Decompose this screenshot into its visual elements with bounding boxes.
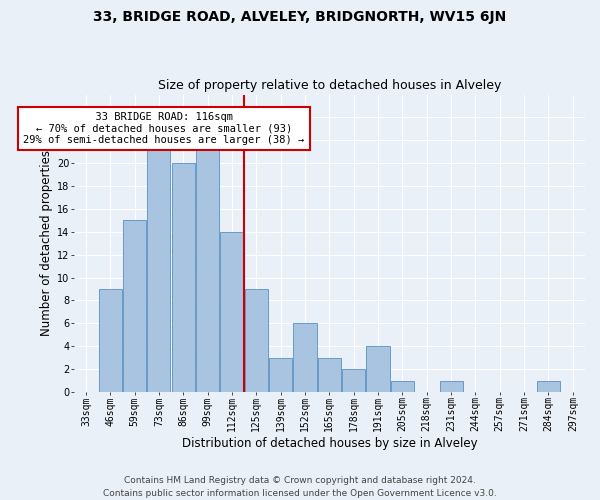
Title: Size of property relative to detached houses in Alveley: Size of property relative to detached ho… [158, 79, 501, 92]
Bar [537, 380, 560, 392]
Bar [367, 346, 389, 392]
Bar [245, 289, 268, 392]
Bar [269, 358, 292, 392]
Text: 33, BRIDGE ROAD, ALVELEY, BRIDGNORTH, WV15 6JN: 33, BRIDGE ROAD, ALVELEY, BRIDGNORTH, WV… [94, 10, 506, 24]
Bar [123, 220, 146, 392]
Bar [148, 140, 170, 392]
Y-axis label: Number of detached properties: Number of detached properties [40, 150, 53, 336]
Bar [98, 289, 122, 392]
Bar [220, 232, 244, 392]
Bar [172, 163, 195, 392]
X-axis label: Distribution of detached houses by size in Alveley: Distribution of detached houses by size … [182, 437, 477, 450]
Text: 33 BRIDGE ROAD: 116sqm  
← 70% of detached houses are smaller (93)
29% of semi-d: 33 BRIDGE ROAD: 116sqm ← 70% of detached… [23, 112, 304, 145]
Bar [293, 324, 317, 392]
Bar [391, 380, 414, 392]
Bar [342, 369, 365, 392]
Text: Contains HM Land Registry data © Crown copyright and database right 2024.
Contai: Contains HM Land Registry data © Crown c… [103, 476, 497, 498]
Bar [318, 358, 341, 392]
Bar [196, 140, 219, 392]
Bar [440, 380, 463, 392]
